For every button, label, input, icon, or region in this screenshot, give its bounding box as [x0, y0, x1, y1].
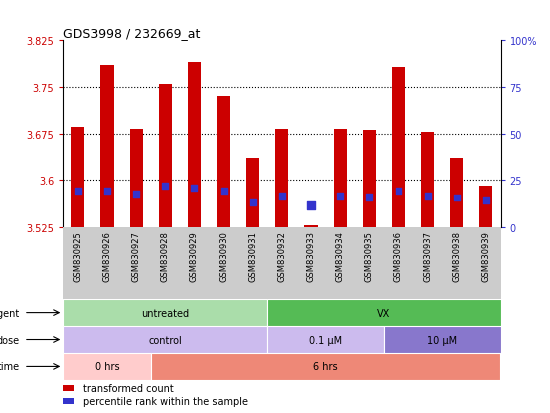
Point	[336, 193, 344, 199]
Text: dose: dose	[0, 335, 20, 345]
Bar	[384, 326, 500, 353]
Bar	[421, 133, 434, 227]
Text: GSM830933: GSM830933	[306, 231, 316, 282]
Bar	[101, 66, 113, 227]
Text: 6 hrs: 6 hrs	[314, 361, 338, 372]
Text: GSM830930: GSM830930	[219, 231, 228, 282]
Bar	[267, 326, 384, 353]
Bar	[334, 129, 346, 227]
Point	[482, 197, 491, 204]
Bar	[63, 326, 267, 353]
Point	[219, 189, 228, 195]
Bar	[130, 129, 142, 227]
Text: GDS3998 / 232669_at: GDS3998 / 232669_at	[63, 27, 201, 40]
Text: GSM830925: GSM830925	[73, 231, 82, 281]
Text: VX: VX	[377, 308, 390, 318]
Bar	[217, 97, 230, 227]
Point	[248, 199, 257, 206]
Text: 10 μM: 10 μM	[427, 335, 457, 345]
Text: GSM830928: GSM830928	[161, 231, 170, 282]
Point	[74, 189, 82, 195]
Bar	[267, 299, 500, 326]
Point	[277, 193, 286, 199]
Point	[365, 194, 374, 201]
Point	[102, 189, 111, 195]
Point	[423, 193, 432, 199]
Point	[307, 202, 316, 209]
Text: GSM830932: GSM830932	[277, 231, 287, 282]
Bar	[63, 385, 74, 391]
Text: 0 hrs: 0 hrs	[95, 361, 119, 372]
Point	[132, 191, 141, 198]
Bar	[246, 159, 259, 227]
Bar	[276, 129, 288, 227]
Text: agent: agent	[0, 308, 20, 318]
Text: percentile rank within the sample: percentile rank within the sample	[83, 396, 248, 406]
Bar	[72, 128, 84, 227]
Text: GSM830936: GSM830936	[394, 231, 403, 282]
Bar	[305, 226, 317, 227]
Point	[452, 195, 461, 201]
Point	[161, 183, 169, 190]
Point	[394, 189, 403, 195]
Text: GSM830935: GSM830935	[365, 231, 374, 282]
Text: untreated: untreated	[141, 308, 189, 318]
Text: transformed count: transformed count	[83, 383, 174, 393]
Text: GSM830937: GSM830937	[423, 231, 432, 282]
Bar	[188, 63, 201, 227]
Bar	[363, 131, 376, 227]
Bar	[159, 85, 172, 227]
Text: GSM830938: GSM830938	[452, 231, 461, 282]
Point	[190, 185, 199, 191]
Text: GSM830939: GSM830939	[481, 231, 491, 282]
Text: GSM830926: GSM830926	[102, 231, 112, 282]
Bar	[63, 353, 151, 380]
Bar	[480, 187, 492, 227]
Text: 0.1 μM: 0.1 μM	[309, 335, 342, 345]
Text: GSM830934: GSM830934	[336, 231, 345, 282]
Text: GSM830927: GSM830927	[131, 231, 141, 282]
Text: GSM830929: GSM830929	[190, 231, 199, 281]
Text: GSM830931: GSM830931	[248, 231, 257, 282]
Bar	[392, 68, 405, 227]
Bar	[151, 353, 500, 380]
Bar	[63, 299, 267, 326]
Text: control: control	[148, 335, 182, 345]
Bar	[450, 159, 463, 227]
Text: time: time	[0, 361, 20, 372]
Bar	[63, 398, 74, 404]
